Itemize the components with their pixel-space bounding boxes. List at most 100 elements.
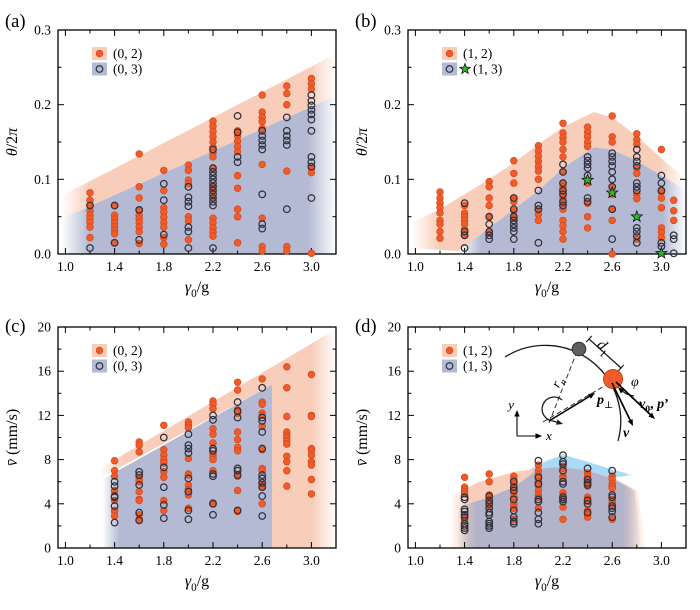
data-point-filled	[633, 195, 641, 203]
tick-labels: 1.0 1.4 1.8 2.2 2.6 3.0 0 4 8 12 16 20	[388, 320, 671, 569]
x-tick-label: 1.0	[407, 259, 424, 274]
x-tick-label: 1.8	[505, 553, 522, 568]
data-point-open	[86, 201, 94, 210]
data-point-open	[184, 449, 193, 457]
data-point-filled	[633, 169, 641, 178]
data-point-open	[669, 249, 678, 258]
data-point-open	[460, 524, 469, 533]
data-point-open	[559, 457, 567, 466]
y-tick-label: 4	[394, 496, 401, 511]
data-point-filled	[110, 472, 119, 480]
data-point-open	[460, 493, 469, 502]
y-tick-label: 12	[388, 408, 402, 423]
legend-swatch	[92, 62, 107, 76]
data-point-filled	[135, 448, 143, 456]
data-point-filled	[608, 138, 616, 146]
data-point-open	[534, 515, 543, 524]
data-point-open	[608, 235, 617, 244]
data-point-open	[534, 479, 543, 488]
data-point-filled	[436, 234, 444, 243]
data-point-filled	[135, 150, 143, 158]
data-point-filled	[283, 412, 291, 421]
mode-1-3-velocity-region	[457, 466, 642, 548]
x-tick-label: 2.2	[555, 553, 572, 568]
data-point-open	[534, 497, 543, 506]
data-point-filled	[135, 183, 143, 191]
collision-geometry-inset: d1 rn p⊥ φv0, p’ v x y	[504, 335, 669, 443]
data-point-filled	[233, 184, 242, 193]
data-point-filled	[307, 249, 316, 258]
data-point-filled	[510, 157, 518, 165]
data-point-open	[307, 115, 316, 124]
data-point-open	[669, 235, 678, 244]
data-point-open	[258, 492, 267, 501]
data-point-filled	[258, 422, 266, 431]
data-point-open	[307, 110, 316, 119]
data-point-open	[184, 197, 193, 206]
data-point-open	[159, 500, 168, 509]
data-point-open	[258, 444, 267, 453]
y-tick-label: 16	[38, 364, 52, 379]
legend-star-icon	[458, 62, 472, 75]
data-point-open	[608, 504, 617, 513]
data-point-filled	[460, 201, 469, 210]
data-point-open	[632, 238, 641, 247]
shaded-regions	[411, 112, 686, 254]
data-point-filled	[184, 217, 193, 225]
data-point-open	[534, 238, 543, 247]
y-tick-label: 8	[44, 452, 51, 467]
y-tick-label: 0.1	[34, 172, 51, 187]
data-point-open	[209, 510, 217, 519]
data-point-filled	[283, 247, 291, 255]
data-point-filled	[307, 168, 316, 177]
legend-label: (0, 3)	[113, 62, 142, 77]
data-point-filled	[209, 153, 217, 161]
y-axis-label: v̄ (mm/s)	[354, 409, 371, 466]
data-point-filled	[485, 478, 493, 486]
data-point-open	[159, 514, 168, 523]
data-point-open	[258, 136, 267, 145]
series-1-2	[436, 112, 678, 258]
data-point-open	[258, 224, 267, 233]
data-point-open	[307, 162, 316, 171]
mode-0-2-region	[61, 53, 336, 219]
x-tick-label: 1.8	[155, 259, 172, 274]
data-point-open	[534, 495, 543, 504]
inset-label-v: v	[623, 426, 630, 441]
data-point-open	[233, 128, 242, 137]
data-point-open	[657, 186, 666, 195]
legend-swatch	[442, 359, 457, 373]
data-point-open	[534, 186, 543, 195]
data-point-open	[258, 383, 267, 392]
data-point-open	[559, 179, 567, 188]
panel-d: 1.0 1.4 1.8 2.2 2.6 3.0 0 4 8 12 16 20 γ0/g v̄ (mm/s)…	[354, 317, 687, 594]
data-point-open	[460, 526, 469, 535]
x-tick-label: 2.6	[254, 553, 271, 568]
x-tick-label: 1.4	[456, 553, 473, 568]
data-point-open	[184, 441, 193, 450]
x-tick-label: 1.4	[106, 259, 123, 274]
data-point-open	[184, 515, 193, 524]
legend-label: (1, 2)	[463, 343, 492, 358]
data-point-open	[209, 145, 217, 154]
data-point-open	[559, 497, 567, 506]
data-point-filled	[608, 112, 616, 120]
y-tick-label: 16	[388, 364, 402, 379]
data-point-open	[110, 502, 119, 510]
mode-0-3-velocity-region	[102, 384, 272, 548]
plot-border	[407, 326, 687, 549]
data-point-filled	[135, 194, 143, 202]
y-tick-label: 0.3	[384, 23, 401, 38]
data-point-filled	[670, 207, 678, 215]
data-point-filled	[160, 421, 168, 430]
data-point-filled	[209, 232, 217, 240]
data-point-open	[460, 505, 469, 514]
data-point-open	[632, 157, 641, 166]
data-point-open	[258, 428, 267, 436]
data-point-filled	[583, 213, 592, 221]
y-tick-label: 0.0	[384, 247, 401, 262]
data-point-open	[460, 521, 469, 530]
data-point-filled	[233, 205, 242, 213]
data-point-open	[209, 171, 217, 180]
data-point-filled	[485, 183, 493, 191]
